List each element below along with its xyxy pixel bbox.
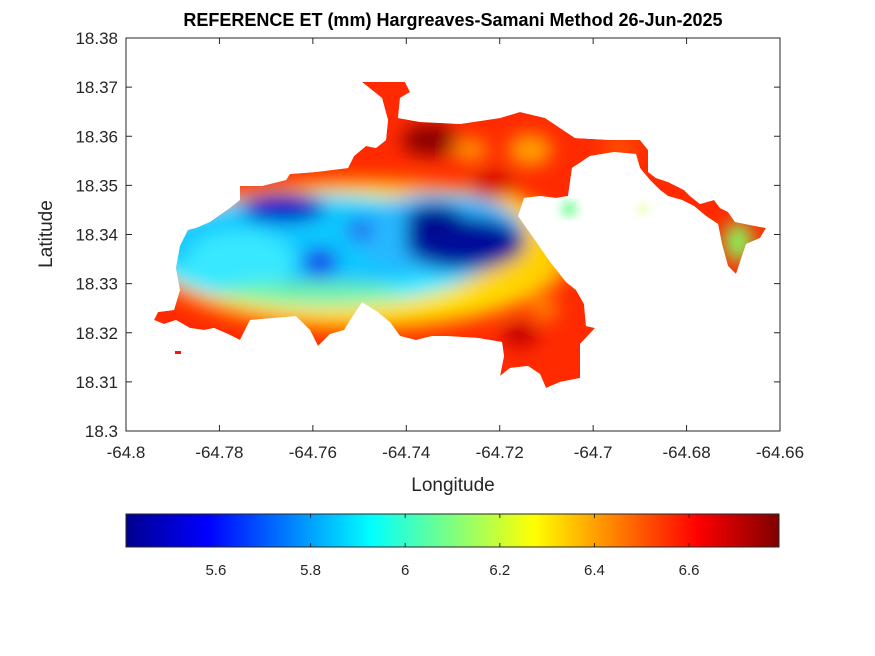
et-fragment-dot <box>175 351 181 354</box>
et-heatmap <box>154 82 766 388</box>
y-axis: 18.3 18.31 18.32 18.33 18.34 18.35 18.36 18.37 1… <box>75 29 780 441</box>
y-tick-label: 18.31 <box>75 373 118 392</box>
x-tick-label: -64.8 <box>107 443 146 462</box>
x-tick-label: -64.76 <box>289 443 337 462</box>
x-axis: -64.8 -64.78 -64.76 -64.74 -64.72 -64.7 -64.68… <box>107 38 804 462</box>
y-tick-label: 18.38 <box>75 29 118 48</box>
y-tick-label: 18.32 <box>75 324 118 343</box>
x-axis-label: Longitude <box>411 475 494 496</box>
x-tick-label: -64.66 <box>756 443 804 462</box>
colorbar-tick-label: 5.6 <box>205 562 226 579</box>
map-title: REFERENCE ET (mm) Hargreaves-Samani Meth… <box>183 10 722 30</box>
x-tick-label: -64.68 <box>662 443 710 462</box>
et-fragments <box>562 202 646 216</box>
colorbar-tick-label: 6 <box>401 562 409 579</box>
colorbar-tick-label: 5.8 <box>300 562 321 579</box>
y-axis-label: Latitude <box>36 200 57 268</box>
x-tick-label: -64.72 <box>476 443 524 462</box>
colorbar-tick-label: 6.2 <box>489 562 510 579</box>
colorbar: 5.6 5.8 6 6.2 6.4 6.6 <box>125 513 780 579</box>
y-tick-label: 18.35 <box>75 176 118 195</box>
y-tick-label: 18.37 <box>75 78 118 97</box>
colorbar-tick-label: 6.6 <box>679 562 700 579</box>
y-tick-label: 18.33 <box>75 275 118 294</box>
x-tick-label: -64.74 <box>382 443 430 462</box>
colorbar-tick-label: 6.4 <box>584 562 605 579</box>
y-tick-label: 18.34 <box>75 226 118 245</box>
x-tick-label: -64.78 <box>195 443 243 462</box>
y-tick-label: 18.36 <box>75 127 118 146</box>
y-tick-label: 18.3 <box>85 422 118 441</box>
colorbar-gradient <box>125 513 780 548</box>
x-tick-label: -64.7 <box>574 443 613 462</box>
colorbar-ticks: 5.6 5.8 6 6.2 6.4 6.6 <box>205 514 700 579</box>
